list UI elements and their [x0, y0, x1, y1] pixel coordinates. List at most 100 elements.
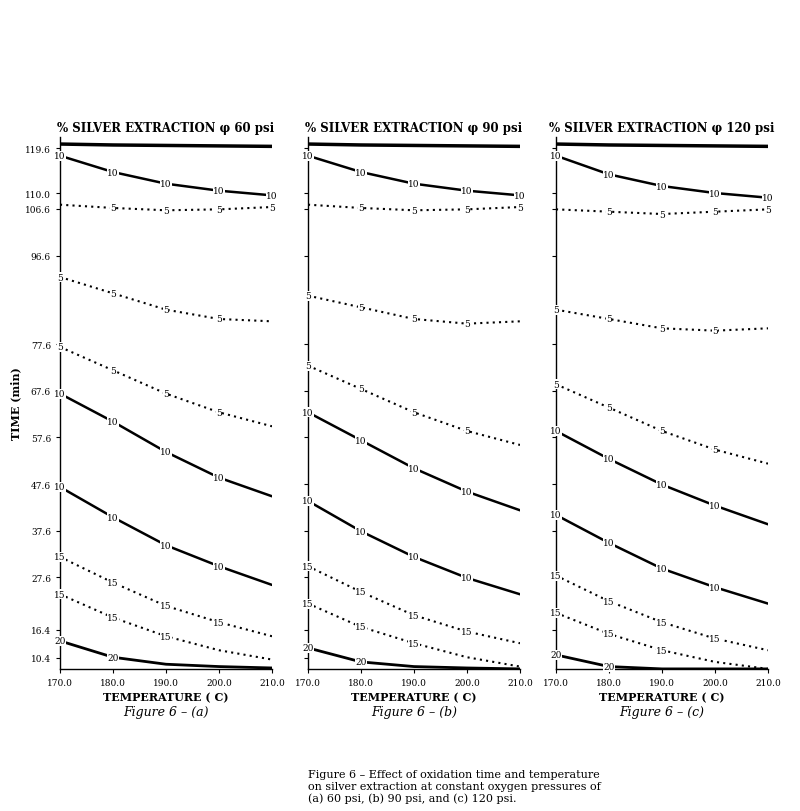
Text: 5: 5	[358, 303, 364, 312]
Text: 10: 10	[355, 527, 366, 536]
Y-axis label: TIME (min): TIME (min)	[10, 367, 21, 440]
Text: 10: 10	[656, 481, 668, 490]
Text: 15: 15	[408, 639, 420, 648]
Text: 10: 10	[54, 483, 66, 491]
Text: 5: 5	[464, 320, 470, 328]
Text: 5: 5	[765, 206, 771, 215]
Text: 10: 10	[302, 497, 314, 506]
Text: 15: 15	[160, 602, 172, 611]
Text: 10: 10	[107, 418, 118, 427]
Text: 15: 15	[355, 588, 367, 597]
Text: 5: 5	[659, 427, 665, 436]
Text: 10: 10	[710, 189, 721, 198]
Title: % SILVER EXTRACTION φ 60 psi: % SILVER EXTRACTION φ 60 psi	[58, 122, 274, 135]
Text: 10: 10	[408, 553, 420, 562]
Text: 10: 10	[107, 169, 118, 178]
Text: 5: 5	[606, 208, 612, 217]
Text: 5: 5	[110, 290, 116, 298]
Text: 20: 20	[603, 663, 614, 672]
Text: 15: 15	[160, 632, 172, 641]
Text: 10: 10	[302, 408, 314, 418]
Text: 10: 10	[514, 191, 526, 200]
Text: 5: 5	[712, 208, 718, 217]
Text: 5: 5	[659, 210, 665, 219]
Text: 10: 10	[408, 464, 420, 473]
Text: 20: 20	[107, 653, 118, 662]
Text: 15: 15	[656, 646, 668, 655]
Text: 15: 15	[54, 590, 66, 599]
Text: 10: 10	[266, 191, 278, 200]
Text: 10: 10	[550, 427, 562, 436]
Text: 5: 5	[606, 315, 612, 324]
Text: 10: 10	[214, 187, 225, 196]
Text: 5: 5	[464, 427, 470, 436]
Text: 5: 5	[553, 306, 559, 315]
Text: 15: 15	[461, 627, 473, 637]
Text: 15: 15	[107, 578, 119, 587]
Text: 5: 5	[712, 445, 718, 454]
Text: 5: 5	[216, 408, 222, 418]
Text: 5: 5	[659, 324, 665, 333]
Text: 10: 10	[603, 170, 614, 180]
Text: 5: 5	[269, 204, 275, 212]
Text: 15: 15	[408, 611, 420, 620]
Title: % SILVER EXTRACTION φ 120 psi: % SILVER EXTRACTION φ 120 psi	[550, 122, 774, 135]
Text: 20: 20	[550, 650, 562, 659]
Text: 20: 20	[54, 637, 66, 646]
Text: 15: 15	[550, 572, 562, 581]
Text: 5: 5	[606, 404, 612, 413]
Text: 15: 15	[355, 623, 367, 632]
X-axis label: TEMPERATURE ( C): TEMPERATURE ( C)	[103, 691, 229, 702]
Text: 10: 10	[408, 180, 420, 189]
Text: 5: 5	[216, 315, 222, 324]
Text: 5: 5	[358, 385, 364, 394]
Text: 10: 10	[656, 564, 668, 573]
Text: 5: 5	[163, 306, 169, 315]
Text: 5: 5	[57, 343, 63, 352]
Text: 15: 15	[213, 618, 225, 627]
Text: 5: 5	[553, 380, 559, 389]
Text: 10: 10	[355, 436, 366, 445]
Text: 20: 20	[355, 658, 366, 667]
Text: 15: 15	[603, 597, 615, 606]
Text: 5: 5	[305, 362, 311, 371]
Text: 5: 5	[305, 292, 311, 301]
Text: 5: 5	[110, 204, 116, 213]
Text: 5: 5	[517, 204, 523, 212]
Text: 5: 5	[411, 408, 417, 418]
Text: 10: 10	[214, 474, 225, 483]
Text: 20: 20	[302, 644, 314, 653]
Text: 10: 10	[54, 152, 66, 161]
Text: 10: 10	[355, 169, 366, 178]
Text: Figure 6 – Effect of oxidation time and temperature
on silver extraction at cons: Figure 6 – Effect of oxidation time and …	[308, 769, 601, 803]
Text: 5: 5	[163, 389, 169, 399]
Text: 15: 15	[107, 613, 119, 622]
Text: 5: 5	[411, 207, 417, 216]
Text: 5: 5	[464, 206, 470, 215]
Text: 10: 10	[160, 180, 172, 189]
Text: 10: 10	[762, 194, 774, 203]
Text: 10: 10	[462, 573, 473, 583]
X-axis label: TEMPERATURE ( C): TEMPERATURE ( C)	[599, 691, 725, 702]
Text: 5: 5	[163, 207, 169, 216]
Text: 5: 5	[712, 327, 718, 336]
Text: 10: 10	[656, 182, 668, 191]
Text: 10: 10	[302, 152, 314, 161]
Text: 10: 10	[550, 511, 562, 520]
Text: 15: 15	[709, 634, 721, 643]
Text: 15: 15	[656, 618, 668, 627]
Text: 5: 5	[57, 273, 63, 282]
Text: 10: 10	[214, 562, 225, 571]
Text: 15: 15	[550, 609, 562, 618]
Text: 15: 15	[603, 629, 615, 638]
Title: % SILVER EXTRACTION φ 90 psi: % SILVER EXTRACTION φ 90 psi	[306, 122, 522, 135]
Text: 10: 10	[462, 187, 473, 196]
Text: 10: 10	[603, 539, 614, 547]
Text: 10: 10	[550, 152, 562, 161]
Text: 5: 5	[411, 315, 417, 324]
Text: 5: 5	[110, 367, 116, 375]
Text: 10: 10	[710, 501, 721, 510]
Text: Figure 6 – (a): Figure 6 – (a)	[123, 706, 209, 719]
Text: 10: 10	[160, 448, 172, 457]
Text: 10: 10	[54, 389, 66, 399]
